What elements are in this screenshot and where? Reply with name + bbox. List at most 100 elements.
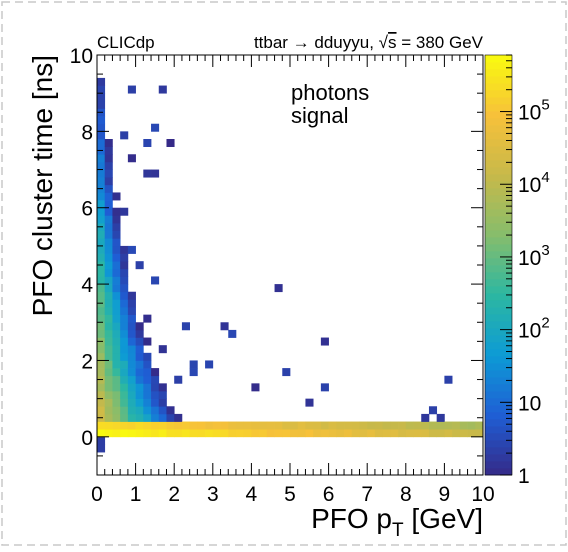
x-tick-label: 8 (400, 483, 412, 506)
colorbar-segment (485, 188, 512, 196)
heatmap-cell (104, 184, 113, 193)
heatmap-cell (127, 245, 136, 254)
heatmap-cell (151, 368, 160, 377)
heatmap-cell (127, 322, 136, 331)
heatmap-cell (104, 429, 113, 438)
heatmap-cell (104, 169, 113, 178)
heatmap-cell (97, 391, 106, 399)
heatmap-cell (127, 429, 136, 438)
heatmap-cell (127, 307, 136, 315)
heatmap-cell (97, 238, 106, 247)
heatmap-cell (344, 429, 353, 438)
heatmap-cell (127, 391, 136, 399)
heatmap-cell (135, 368, 144, 377)
heatmap-cell (104, 322, 113, 331)
heatmap-cell (104, 299, 113, 308)
heatmap-cell (143, 169, 152, 178)
heatmap-cell (127, 421, 136, 430)
heatmap-cell (143, 352, 152, 361)
colorbar-segment (485, 90, 512, 98)
colorbar-segment (485, 160, 512, 168)
heatmap-cell (104, 215, 113, 224)
heatmap-cell (104, 398, 113, 407)
x-tick-label: 6 (323, 483, 335, 506)
heatmap-cell (120, 429, 129, 438)
colorbar-segment (485, 111, 512, 119)
colorbar-segment (485, 244, 512, 252)
heatmap-cell (143, 314, 152, 323)
colorbar-segment (485, 139, 512, 147)
heatmap-cell (189, 368, 198, 377)
colorbar-segment (485, 426, 512, 434)
colorbar-segment (485, 391, 512, 399)
heatmap-cell (235, 429, 245, 438)
y-axis: 0 2 4 6 8 10 (70, 45, 483, 476)
heatmap-cell (112, 284, 121, 293)
heatmap-cell (266, 421, 275, 430)
heatmap-cell (104, 307, 113, 315)
heatmap-cell (359, 429, 368, 438)
y-tick-label: 10 (70, 45, 93, 68)
heatmap-cell (421, 421, 430, 430)
heatmap-cell (112, 413, 121, 422)
colorbar-segment (485, 167, 512, 175)
colorbar-segment (485, 181, 512, 189)
heatmap-cell (251, 429, 260, 438)
heatmap-cell (398, 429, 407, 438)
heatmap-cell (135, 322, 144, 331)
experiment-label: CLICdp (97, 33, 155, 52)
colorbar-segment (485, 454, 512, 462)
heatmap-cell (135, 413, 144, 422)
colorbar-segment (485, 335, 512, 343)
heatmap-cell (112, 429, 121, 438)
heatmap-cell (328, 429, 337, 438)
heatmap-cell (336, 421, 345, 430)
heatmap-cell (143, 421, 152, 430)
heatmap-cell (97, 123, 106, 132)
colorbar-segment (485, 300, 512, 308)
heatmap-cell (320, 337, 329, 346)
heatmap-cell (120, 421, 129, 430)
heatmap-cell (112, 268, 121, 277)
heatmap-cell (305, 398, 314, 407)
heatmap-cell (220, 421, 229, 430)
colorbar-segment (485, 412, 512, 420)
heatmap-cell (220, 322, 229, 331)
heatmap-cell (112, 337, 121, 346)
colorbar-segment (485, 265, 512, 273)
heatmap-cell (120, 345, 129, 354)
colorbar-segment (485, 76, 512, 84)
heatmap-cell (127, 154, 136, 163)
colorbar: 1 10 102 103 104 105 (484, 54, 550, 488)
heatmap-cell (428, 421, 438, 430)
heatmap-cell (135, 261, 144, 270)
x-tick-label: 4 (246, 483, 258, 506)
heatmap-cell (112, 322, 121, 331)
heatmap-cell (112, 421, 121, 430)
heatmap-cell (166, 429, 175, 438)
heatmap-cell (320, 429, 329, 438)
y-tick-label: 0 (81, 427, 93, 450)
heatmap-cell (112, 291, 121, 300)
heatmap-cell (158, 85, 167, 94)
heatmap-cell (143, 337, 152, 346)
heatmap-cell (97, 77, 106, 86)
heatmap-cell (467, 429, 476, 438)
heatmap-cell (97, 215, 106, 224)
heatmap-cell (127, 345, 136, 354)
heatmap-cell (243, 421, 252, 430)
colorbar-segment (485, 251, 512, 259)
heatmap-cell (97, 345, 106, 354)
heatmap-cell (120, 261, 129, 270)
heatmap-cell (120, 352, 129, 361)
heatmap-cell (112, 307, 121, 315)
colorbar-tick-label: 105 (518, 97, 550, 125)
heatmap-cell (104, 276, 113, 285)
heatmap-cell (97, 368, 106, 377)
heatmap-cell (127, 337, 136, 346)
heatmap-cell (235, 421, 245, 430)
heatmap-cell (97, 268, 106, 277)
sqrt-sign: √ (379, 33, 389, 52)
heatmap-cell (135, 360, 144, 369)
